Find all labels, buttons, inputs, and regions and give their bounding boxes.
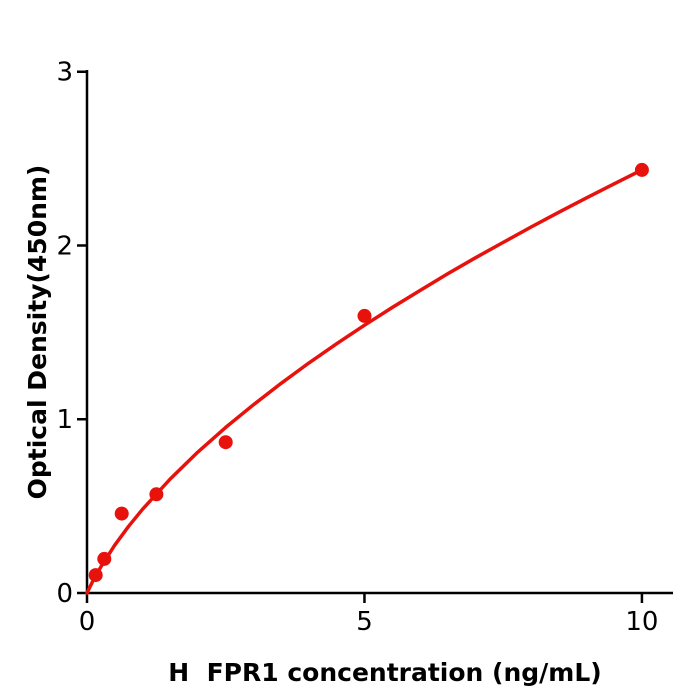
x-tick-label: 5 (356, 607, 373, 637)
axis-spines (85, 70, 673, 595)
fitted-curve-line (85, 168, 644, 595)
y-tick-label: 3 (56, 58, 73, 88)
y-tick-label: 1 (56, 405, 73, 435)
axes: 0 5 10 0 1 2 3 (56, 58, 673, 637)
y-tick-label: 2 (56, 231, 73, 261)
y-axis-label: Optical Density(450nm) (23, 165, 52, 500)
x-axis-label: H FPR1 concentration (ng/mL) (168, 658, 601, 687)
y-tick-label: 0 (56, 579, 73, 609)
plot-area (85, 162, 649, 595)
x-tick-label: 0 (79, 607, 96, 637)
data-point-marker (114, 506, 129, 521)
data-point-marker (218, 435, 233, 450)
x-tick-label: 10 (625, 607, 658, 637)
data-point-marker (357, 308, 372, 323)
